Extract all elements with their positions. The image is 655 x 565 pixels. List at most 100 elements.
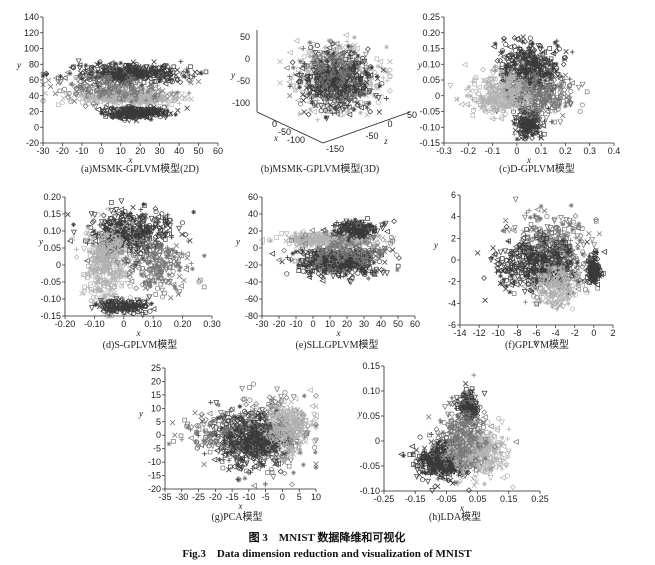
data-point — [560, 112, 566, 119]
data-point — [88, 305, 95, 312]
data-point — [179, 220, 185, 226]
x-axis-label: x — [136, 328, 141, 338]
data-point — [363, 84, 369, 90]
data-point — [79, 91, 84, 97]
data-point — [387, 87, 393, 94]
x-tick-label: -10 — [75, 146, 88, 156]
data-point — [94, 69, 100, 75]
data-point — [162, 80, 169, 87]
data-point — [183, 266, 189, 273]
data-point — [569, 79, 576, 86]
x-tick-label: 0.30 — [203, 319, 221, 329]
data-point — [107, 92, 113, 98]
data-point — [109, 105, 115, 111]
z-tick-label: 0 — [387, 119, 392, 129]
chart-caption: (b)MSMK-GPLVM模型(3D) — [261, 162, 380, 175]
data-point — [126, 237, 131, 243]
data-point — [140, 75, 146, 81]
data-point — [47, 83, 54, 90]
data-point — [297, 84, 302, 90]
data-point — [290, 65, 296, 71]
data-point — [57, 88, 63, 94]
data-point — [113, 61, 119, 67]
data-point — [463, 101, 470, 108]
data-point — [158, 72, 164, 78]
data-point — [184, 66, 190, 72]
data-point — [560, 61, 567, 68]
data-point — [562, 76, 568, 82]
data-point — [306, 274, 313, 281]
data-point — [489, 85, 494, 91]
data-point — [100, 97, 106, 103]
data-point — [153, 107, 159, 113]
data-point — [156, 75, 162, 81]
data-point — [97, 61, 103, 67]
data-point — [122, 62, 129, 69]
data-point — [501, 37, 507, 43]
data-point — [139, 312, 146, 319]
y-tick-label: 0.10 — [43, 226, 61, 236]
data-point — [144, 73, 150, 79]
data-point — [499, 103, 505, 109]
data-point — [168, 76, 174, 82]
data-point — [568, 88, 574, 94]
data-point — [116, 114, 122, 120]
data-point — [201, 253, 207, 259]
data-point — [105, 258, 111, 264]
data-point — [75, 58, 82, 65]
data-point — [134, 101, 139, 107]
data-point — [289, 59, 296, 66]
data-point — [109, 200, 114, 205]
data-point — [179, 91, 185, 98]
data-point — [192, 69, 198, 75]
data-point — [173, 96, 179, 102]
data-point — [342, 93, 348, 99]
data-point — [342, 32, 349, 38]
data-point — [169, 79, 175, 85]
data-point — [480, 66, 486, 73]
data-point — [142, 279, 148, 285]
y-tick-label: 0.15 — [43, 209, 61, 219]
data-point — [95, 84, 101, 90]
data-point — [173, 72, 179, 78]
data-point — [547, 67, 553, 73]
data-point — [163, 260, 169, 266]
data-point — [198, 70, 204, 76]
x-tick-label: 0.1 — [535, 146, 548, 156]
data-point — [319, 277, 326, 284]
data-point — [149, 64, 155, 69]
data-point — [191, 209, 197, 215]
data-point — [553, 61, 559, 67]
data-point — [130, 301, 136, 307]
data-point — [142, 67, 148, 73]
data-point — [511, 131, 517, 137]
data-point — [188, 260, 194, 266]
data-point — [154, 286, 160, 292]
data-point — [44, 72, 49, 77]
data-point — [305, 111, 312, 118]
data-point — [584, 89, 590, 95]
data-point — [195, 78, 202, 85]
data-point — [384, 96, 389, 101]
chart-a: -30 -20 -10 0 10 20 30 40 50 60-20020406080100120… — [16, 12, 223, 175]
data-point — [318, 108, 324, 114]
data-point — [168, 295, 174, 301]
data-point — [85, 225, 91, 231]
data-point — [307, 40, 313, 45]
y-tick-label: 140 — [24, 12, 39, 22]
x-tick-label: 0 — [272, 119, 277, 129]
y-tick-label: 50 — [240, 32, 250, 42]
data-point — [352, 98, 358, 103]
data-point — [358, 110, 363, 116]
y-tick-label: 40 — [29, 91, 39, 101]
data-point — [141, 80, 147, 85]
data-point — [159, 256, 164, 262]
data-point — [329, 86, 335, 92]
data-point — [475, 84, 482, 91]
data-point — [164, 108, 170, 113]
y-axis-label: y — [417, 60, 422, 70]
data-point — [567, 76, 573, 82]
data-point — [577, 108, 583, 114]
data-point — [45, 77, 52, 84]
